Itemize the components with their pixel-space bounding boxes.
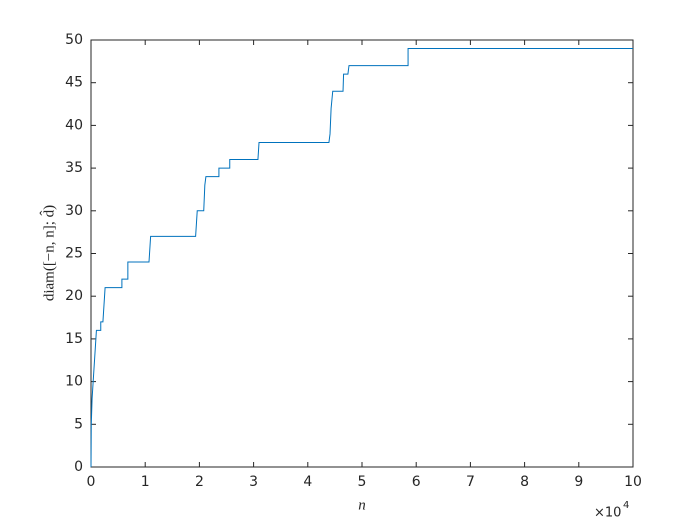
- y-tick-label: 25: [65, 246, 83, 262]
- x-tick-label: 1: [141, 474, 150, 490]
- y-tick-label: 20: [65, 288, 83, 304]
- y-tick-label: 10: [65, 374, 83, 390]
- y-tick-label: 0: [74, 459, 83, 475]
- x-tick-label: 9: [574, 474, 583, 490]
- y-axis-label: diam([−n, n]; d̂): [40, 205, 58, 301]
- y-tick-label: 15: [65, 331, 83, 347]
- plot-frame: [90, 39, 634, 468]
- x-tick-label: 0: [87, 474, 96, 490]
- x-tick-label: 7: [466, 474, 475, 490]
- x-tick-label: 2: [195, 474, 204, 490]
- x-tick-label: 3: [249, 474, 258, 490]
- x-tick-label: 6: [412, 474, 421, 490]
- x-scale-exponent: 4: [623, 500, 629, 511]
- x-tick-label: 4: [303, 474, 312, 490]
- x-axis-label: n: [358, 497, 366, 513]
- x-tick-label: 5: [358, 474, 367, 490]
- x-tick-label: 10: [624, 474, 642, 490]
- y-tick-label: 45: [65, 75, 83, 91]
- y-tick-label: 30: [65, 203, 83, 219]
- y-tick-label: 35: [65, 160, 83, 176]
- x-scale-base: ×10: [594, 506, 621, 521]
- data-line: [90, 48, 633, 468]
- x-tick-label: 8: [520, 474, 529, 490]
- y-tick-label: 40: [65, 117, 83, 133]
- y-tick-label: 50: [65, 32, 83, 48]
- y-tick-label: 5: [74, 416, 83, 432]
